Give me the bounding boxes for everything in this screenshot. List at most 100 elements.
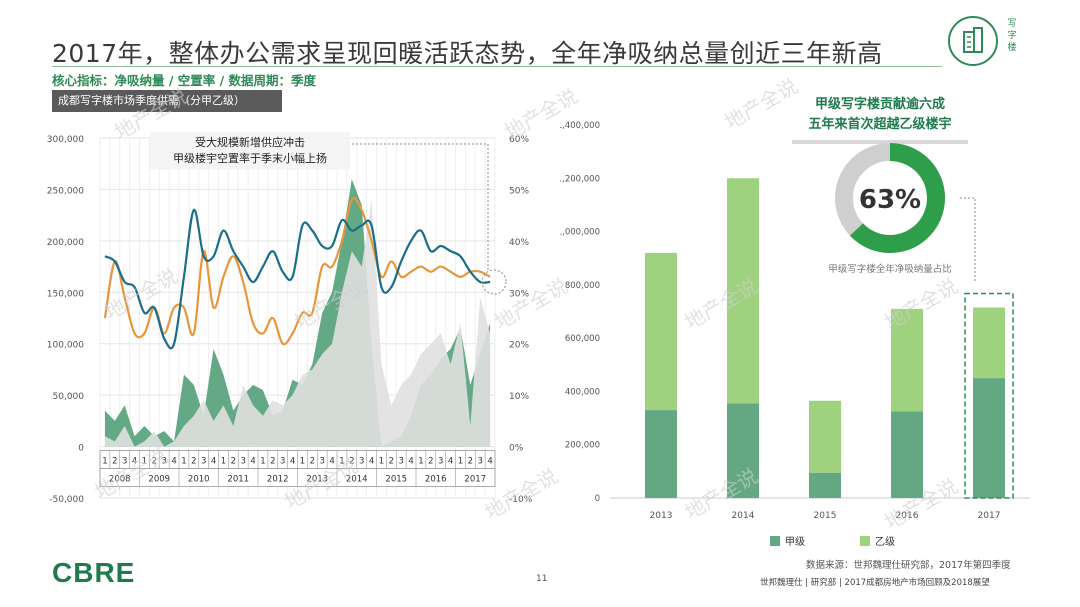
title-divider [52, 66, 942, 67]
quarter-label: 4 [487, 457, 492, 467]
title-underline [792, 140, 968, 144]
area-grade-a-absorption [104, 199, 491, 447]
quarter-label: 4 [290, 457, 295, 467]
y-tick: 1,400,000 [560, 121, 600, 131]
year-label: 2014 [346, 475, 368, 485]
donut-caption: 甲级写字楼全年净吸纳量占比 [828, 263, 952, 275]
quarter-label: 1 [300, 457, 305, 467]
year-label: 2015 [385, 475, 407, 485]
logo-text: 写字楼 [1007, 19, 1017, 53]
year-label: 2012 [267, 475, 289, 485]
bar-grade-a [973, 378, 1005, 498]
line-grade-a-vacancy [104, 208, 491, 350]
year-label: 2009 [148, 475, 170, 485]
highlight-circle [481, 269, 507, 295]
right-chart-title: 五年来首次超越乙级楼宇 [808, 116, 951, 132]
quarter-label: 3 [319, 457, 324, 467]
quarter-label: 4 [171, 457, 176, 467]
quarter-label: 4 [369, 457, 374, 467]
quarter-label: 3 [240, 457, 245, 467]
quarter-label: 3 [201, 457, 206, 467]
year-label: 2011 [227, 475, 249, 485]
quarter-label: 4 [329, 457, 334, 467]
left-area-chart: 300,000 250,000 200,000 150,000 100,000 50,00… [47, 132, 533, 505]
y-left-tick: 250,000 [47, 186, 84, 196]
x-tick: 2016 [896, 511, 919, 521]
bar-grade-b [645, 252, 677, 411]
quarter-label: 1 [142, 457, 147, 467]
data-source: 数据来源：世邦魏理仕研究部，2017年第四季度 [806, 560, 1011, 571]
quarter-label: 3 [280, 457, 285, 467]
legend-label: 甲级 [785, 536, 805, 548]
legend-label: 乙级 [875, 536, 895, 548]
y-right-tick: 40% [509, 238, 529, 248]
quarter-label: 3 [122, 457, 127, 467]
y-tick: 0 [595, 494, 600, 504]
quarter-label: 2 [428, 457, 433, 467]
bar-grade-a [727, 403, 759, 498]
x-tick: 2017 [978, 511, 1001, 521]
annotation-box [150, 132, 350, 170]
y-right-tick: 50% [509, 186, 529, 196]
x-tick: 2015 [814, 511, 837, 521]
year-label: 2013 [306, 475, 328, 485]
year-label: 2017 [464, 475, 486, 485]
annotation-text: 甲级楼宇空置率于季末小幅上扬 [173, 151, 327, 165]
donut-arc [849, 143, 945, 253]
right-bar-chart: 1,400,000 1,200,000 1,000,000 800,000 600,00… [560, 96, 1030, 548]
quarter-label: 1 [221, 457, 226, 467]
quarter-label: 2 [112, 457, 117, 467]
left-chart-title: 成都写字楼市场季度供需（分甲乙级） [52, 90, 282, 112]
quarter-label: 3 [161, 457, 166, 467]
y-tick: 800,000 [565, 281, 600, 291]
y-tick: 400,000 [565, 387, 600, 397]
donut-leader [960, 197, 976, 282]
quarter-label: 1 [339, 457, 344, 467]
legend-swatch [860, 536, 870, 546]
year-label: 2008 [109, 475, 131, 485]
y-left-tick: 300,000 [47, 135, 84, 145]
quarter-label: 4 [408, 457, 413, 467]
y-tick: 1,000,000 [560, 228, 600, 238]
page-number: 11 [536, 574, 548, 584]
y-tick: 600,000 [565, 334, 600, 344]
quarter-label: 4 [132, 457, 137, 467]
quarter-label: 3 [477, 457, 482, 467]
y-right-tick: -10% [509, 495, 533, 505]
y-tick: 200,000 [565, 441, 600, 451]
quarter-label: 2 [349, 457, 354, 467]
highlight-box-2017 [964, 292, 1014, 499]
year-label: 2010 [188, 475, 210, 485]
quarter-label: 2 [152, 457, 157, 467]
donut-value: 63% [859, 185, 921, 215]
quarter-label: 2 [468, 457, 473, 467]
y-right-tick: 0% [509, 444, 524, 454]
y-left-tick: 200,000 [47, 238, 84, 248]
y-left-tick: 150,000 [47, 289, 84, 299]
page-subtitle: 核心指标：净吸纳量 / 空置率 / 数据周期：季度 [52, 73, 317, 88]
cbre-logo: CBRE [52, 557, 136, 588]
annotation-leader [352, 143, 489, 270]
annotation-text: 受大规模新增供应冲击 [195, 135, 305, 149]
quarter-label: 4 [250, 457, 255, 467]
bar-grade-a [645, 410, 677, 498]
right-chart-title: 甲级写字楼贡献逾六成 [815, 96, 945, 112]
bar-grade-b [809, 400, 841, 473]
y-left-tick: 0 [78, 444, 84, 454]
bar-grade-b [727, 178, 759, 404]
x-tick: 2013 [650, 511, 673, 521]
quarter-label: 2 [310, 457, 315, 467]
y-left-tick: -50,000 [49, 495, 84, 505]
page-title: 2017年，整体办公需求呈现回暖活跃态势，全年净吸纳总量创近三年新高 [52, 39, 883, 68]
quarter-label: 1 [260, 457, 265, 467]
quarter-label: 1 [102, 457, 107, 467]
y-left-tick: 100,000 [47, 341, 84, 351]
quarter-label: 1 [181, 457, 186, 467]
line-grade-b-vacancy [103, 197, 491, 346]
year-label: 2016 [425, 475, 447, 485]
y-right-tick: 30% [509, 289, 529, 299]
quarter-label: 3 [359, 457, 364, 467]
y-tick: 1,200,000 [560, 174, 600, 184]
quarter-label: 2 [270, 457, 275, 467]
bar-grade-b [891, 308, 923, 412]
